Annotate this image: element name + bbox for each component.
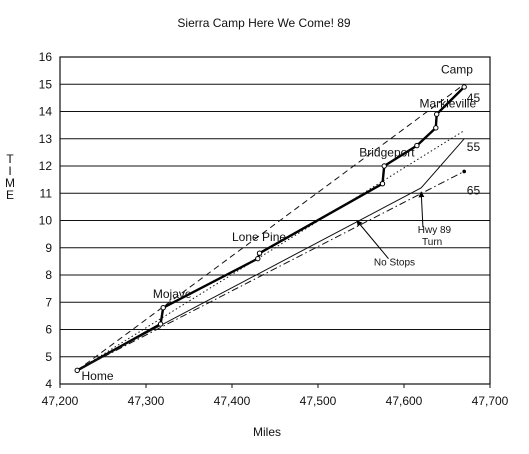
x-tick-label: 47,200 <box>42 394 79 408</box>
series-line-65 <box>76 170 465 371</box>
x-tick-label: 47,500 <box>300 394 337 408</box>
y-tick-label: 7 <box>45 295 52 309</box>
annotation-markleville: Markleville <box>419 96 476 110</box>
annotation-bridgeport: Bridgeport <box>359 145 415 159</box>
y-axis-label-letter: I <box>8 164 11 178</box>
y-tick-labels: 4 5 6 7 8 9 10 11 12 13 14 15 16 <box>39 50 53 391</box>
series-line-55 <box>76 138 465 371</box>
stop-marker <box>379 181 386 187</box>
x-tick-label: 47,400 <box>214 394 251 408</box>
annotation-55: 55 <box>467 140 481 154</box>
stop-marker <box>381 163 387 169</box>
series-line-dotted <box>76 130 465 371</box>
y-tick-label: 16 <box>39 50 53 64</box>
y-axis-label-letter: M <box>5 176 15 190</box>
annotation-home: Home <box>82 369 114 383</box>
stop-markers <box>74 84 467 374</box>
y-tick-label: 14 <box>39 105 53 119</box>
x-tick-label: 47,700 <box>472 394 509 408</box>
y-tick-label: 6 <box>45 323 52 337</box>
stop-marker <box>160 305 166 311</box>
stop-marker <box>157 321 164 327</box>
stop-marker <box>255 255 261 262</box>
y-tick-label: 5 <box>45 350 52 364</box>
annotation-65: 65 <box>467 184 481 198</box>
stop-marker <box>414 142 420 149</box>
y-tick-label: 12 <box>39 159 53 173</box>
x-tick-label: 47,600 <box>386 394 423 408</box>
stop-marker <box>256 250 263 256</box>
annotation-no-stops: No Stops <box>374 257 415 268</box>
x-axis-label: Miles <box>253 425 281 439</box>
y-tick-label: 15 <box>39 77 53 91</box>
no-stops-arrow <box>356 220 389 259</box>
series-lines <box>76 83 466 372</box>
annotation-turn: Turn <box>422 237 442 248</box>
stop-marker <box>433 111 440 117</box>
series-line-45 <box>76 83 465 371</box>
x-tick-label: 47,300 <box>128 394 165 408</box>
x-tick-labels: 47,200 47,300 47,400 47,500 47,600 47,700 <box>42 384 509 408</box>
annotation-arrows <box>356 191 425 259</box>
y-tick-label: 13 <box>39 132 53 146</box>
stop-marker <box>461 84 467 90</box>
y-axis-label-letter: E <box>6 188 14 202</box>
stop-marker <box>433 125 439 131</box>
hwy89-arrow <box>418 191 425 228</box>
plot-frame <box>59 56 491 385</box>
y-tick-label: 11 <box>40 186 53 200</box>
annotation-lone-pine: Lone Pine <box>232 230 286 244</box>
y-tick-label: 4 <box>45 377 52 391</box>
chart-title: Sierra Camp Here We Come! 89 <box>177 16 351 30</box>
y-tick-label: 9 <box>45 241 52 255</box>
y-tick-label: 8 <box>45 268 52 282</box>
y-axis-label-letter: T <box>6 152 14 166</box>
annotation-45: 45 <box>467 91 481 105</box>
annotation-mojave: Mojave <box>153 287 192 301</box>
annotation-camp: Camp <box>441 62 473 76</box>
stop-marker <box>74 367 80 374</box>
annotations: Home Mojave Lone Pine Bridgeport Markleville… <box>82 62 481 383</box>
annotation-hwy-89: Hwy 89 <box>418 225 452 236</box>
y-tick-label: 10 <box>39 214 53 228</box>
series-end-dot <box>462 169 467 174</box>
